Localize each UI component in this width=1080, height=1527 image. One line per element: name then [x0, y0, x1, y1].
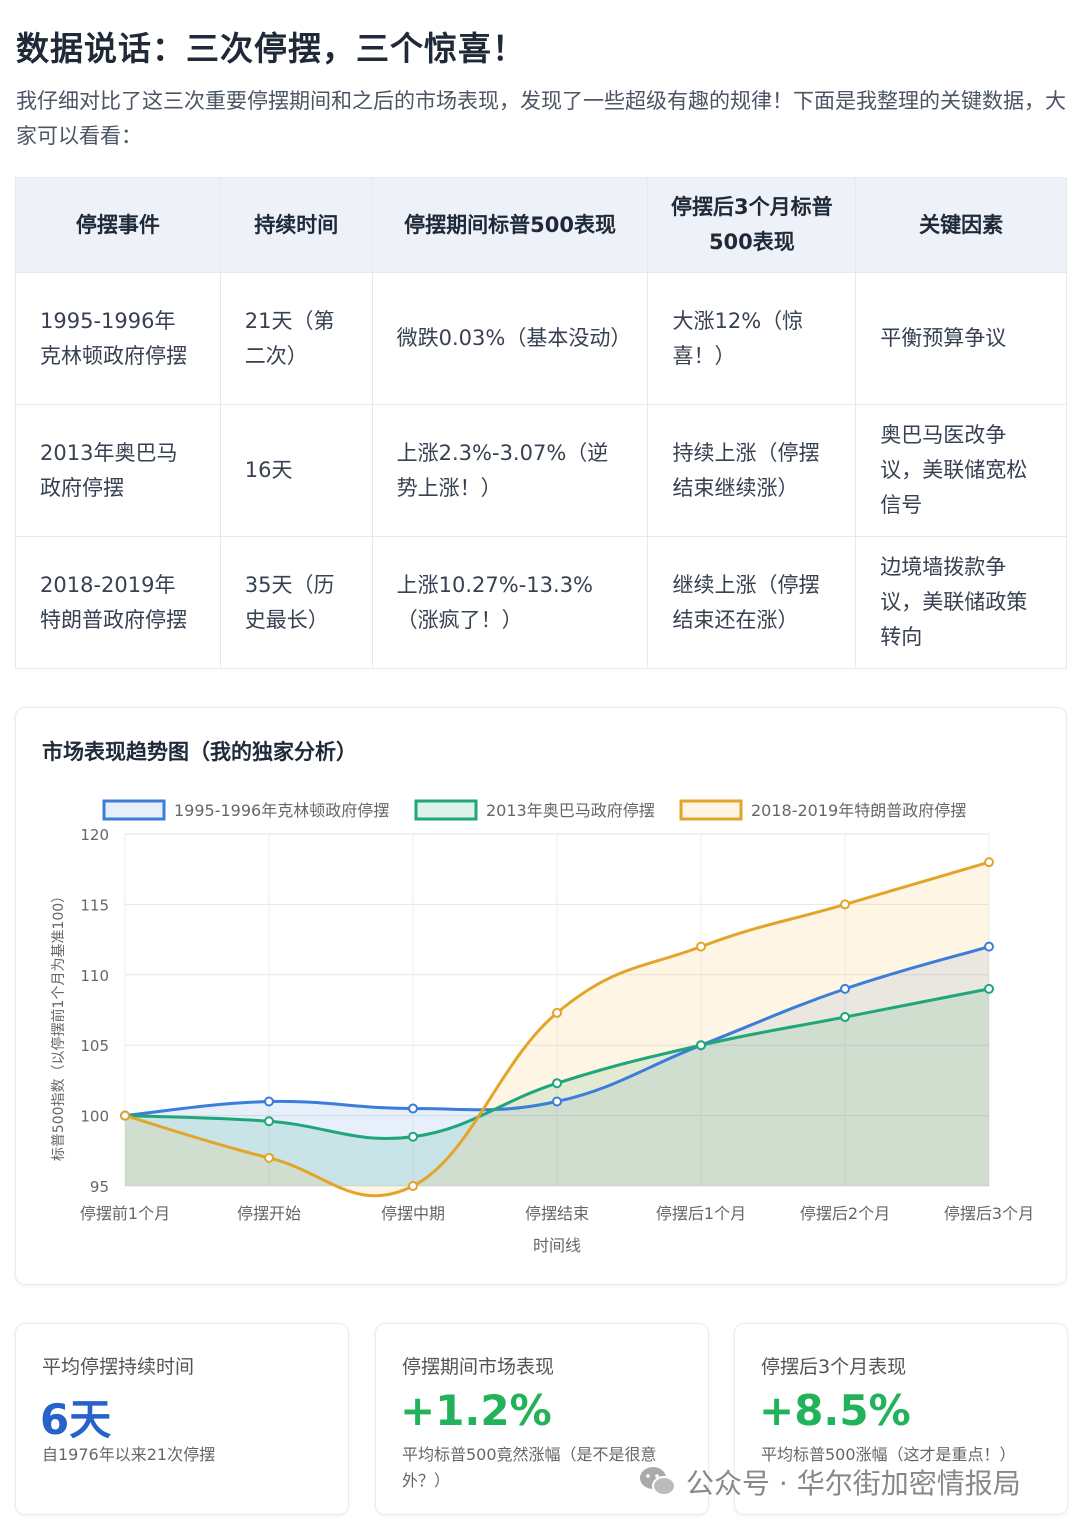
table-cell: 大涨12%（惊喜！） [647, 272, 857, 405]
column-header: 停摆后3个月标普500表现 [647, 177, 857, 273]
data-point [840, 899, 850, 910]
table-cell: 1995-1996年克林顿政府停摆 [15, 272, 221, 405]
table-cell: 2018-2019年特朗普政府停摆 [15, 536, 221, 669]
watermark: 公众号 · 华尔街加密情报局 [638, 1462, 1021, 1502]
data-point [264, 1116, 274, 1127]
legend-label[interactable]: 2013年奥巴马政府停摆 [486, 801, 655, 820]
wechat-icon [640, 1467, 676, 1496]
legend-swatch [679, 799, 743, 821]
legend-label[interactable]: 2018-2019年特朗普政府停摆 [751, 801, 966, 820]
data-point [408, 1103, 418, 1114]
x-tick-label: 停摆结束 [525, 1204, 589, 1223]
data-point [840, 1012, 850, 1023]
y-tick-label: 105 [80, 1037, 109, 1055]
table-row: 2013年奥巴马政府停摆 16天 上涨2.3%-3.07%（逆势上涨！） 持续上涨（停… [15, 404, 1067, 537]
y-tick-label: 95 [90, 1178, 109, 1196]
table-row: 2018-2019年特朗普政府停摆 35天（历史最长） 上涨10.27%-13.3%… [15, 536, 1067, 669]
x-tick-label: 停摆后2个月 [800, 1204, 890, 1223]
table-cell: 微跌0.03%（基本没动） [371, 272, 649, 405]
stat-value: 6天 [40, 1395, 112, 1444]
x-axis-label: 时间线 [533, 1236, 581, 1255]
y-tick-label: 120 [80, 826, 109, 844]
legend-swatch [414, 799, 478, 821]
series-area [125, 862, 989, 1196]
stat-note: 平均标普500涨幅（这才是重点！） [761, 1445, 1016, 1464]
chart-card: 市场表现趋势图（我的独家分析） 95 100 105 110 115 120 停摆前1个月 停… [15, 707, 1067, 1285]
legend-swatch [102, 799, 166, 821]
data-point [696, 1040, 706, 1051]
stat-label: 停摆期间市场表现 [402, 1356, 555, 1378]
x-tick-label: 停摆后1个月 [656, 1204, 746, 1223]
stat-value: +8.5% [759, 1386, 911, 1435]
stat-value: +1.2% [400, 1386, 552, 1435]
stat-card: 停摆后3个月表现 +8.5% 平均标普500涨幅（这才是重点！） [734, 1323, 1068, 1515]
data-point [408, 1131, 418, 1142]
data-point [264, 1152, 274, 1163]
table-cell: 边境墙拨款争议，美联储政策转向 [855, 536, 1067, 669]
y-axis-label: 标普500指数（以停摆前1个月为基准100） [50, 889, 67, 1161]
data-point [984, 983, 994, 994]
page-title: 数据说话：三次停摆，三个惊喜！ [16, 29, 526, 68]
data-point [408, 1181, 418, 1191]
column-header: 停摆期间标普500表现 [371, 177, 649, 273]
table-cell: 2013年奥巴马政府停摆 [15, 404, 221, 537]
table-cell: 平衡预算争议 [855, 272, 1067, 405]
column-header: 持续时间 [219, 177, 373, 273]
y-tick-label: 110 [80, 967, 109, 985]
stat-card: 停摆期间市场表现 +1.2% 平均标普500竟然涨幅（是不是很意外？） [375, 1323, 709, 1515]
x-tick-label: 停摆开始 [237, 1204, 301, 1223]
chart-title: 市场表现趋势图（我的独家分析） [42, 740, 357, 764]
data-point [840, 983, 850, 994]
table-cell: 35天（历史最长） [219, 536, 373, 669]
data-point [984, 857, 994, 868]
stat-label: 平均停摆持续时间 [42, 1356, 195, 1378]
table-cell: 21天（第二次） [219, 272, 373, 405]
series-area [125, 946, 989, 1186]
legend-label[interactable]: 1995-1996年克林顿政府停摆 [174, 801, 389, 820]
column-header: 停摆事件 [15, 177, 221, 273]
table-cell: 持续上涨（停摆结束继续涨） [647, 404, 857, 537]
data-point [120, 1110, 130, 1121]
stat-note: 平均标普500竟然涨幅（是不是很意外？） [402, 1445, 657, 1490]
table-cell: 继续上涨（停摆结束还在涨） [647, 536, 857, 669]
x-tick-label: 停摆后3个月 [944, 1204, 1034, 1223]
x-tick-label: 停摆前1个月 [80, 1204, 170, 1223]
table-cell: 上涨10.27%-13.3%（涨疯了！） [371, 536, 649, 669]
data-point [264, 1096, 274, 1107]
intro-text: 我仔细对比了这三次重要停摆期间和之后的市场表现，发现了一些超级有趣的规律！下面是… [16, 89, 1066, 148]
data-point [552, 1078, 562, 1089]
y-tick-label: 100 [80, 1108, 109, 1126]
table-cell: 奥巴马医改争议，美联储宽松信号 [855, 404, 1067, 537]
stat-card: 平均停摆持续时间 6天 自1976年以来21次停摆 [15, 1323, 349, 1515]
table-cell: 16天 [219, 404, 373, 537]
column-header: 关键因素 [855, 177, 1067, 273]
data-point [552, 1007, 562, 1018]
data-point [696, 941, 706, 952]
table-row: 1995-1996年克林顿政府停摆 21天（第二次） 微跌0.03%（基本没动） 大涨… [15, 272, 1067, 405]
watermark-text: 公众号 · 华尔街加密情报局 [686, 1467, 1021, 1500]
shutdown-table: 停摆事件 持续时间 停摆期间标普500表现 停摆后3个月标普500表现 关键因素 199… [15, 177, 1067, 669]
stat-note: 自1976年以来21次停摆 [42, 1445, 216, 1464]
y-tick-label: 115 [80, 896, 109, 914]
table-cell: 上涨2.3%-3.07%（逆势上涨！） [371, 404, 649, 537]
trend-chart: 95 100 105 110 115 120 停摆前1个月 停摆开始 停摆中期 停摆结束 停摆后1个… [50, 799, 1034, 1255]
data-point [984, 941, 994, 952]
stat-label: 停摆后3个月表现 [761, 1356, 907, 1378]
x-tick-label: 停摆中期 [381, 1204, 445, 1223]
data-point [552, 1096, 562, 1107]
